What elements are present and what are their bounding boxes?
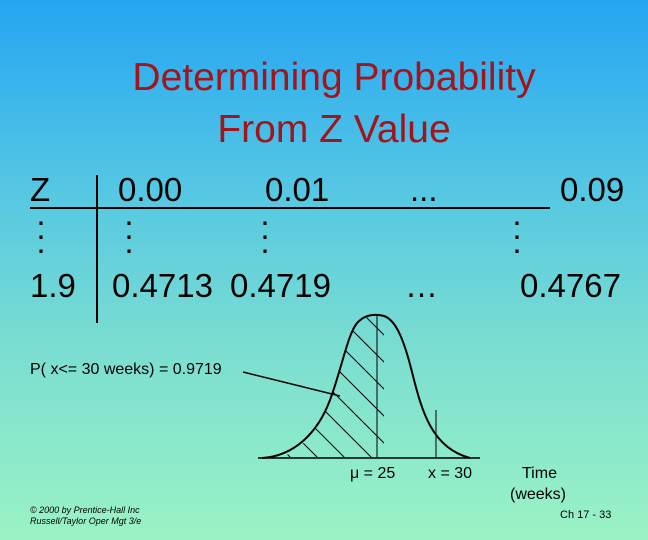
table-column-rule	[96, 175, 98, 323]
table-header-rule	[30, 207, 550, 209]
probability-pointer	[242, 371, 341, 397]
footer-page-number: Ch 17 - 33	[560, 509, 612, 521]
slide-title-line-2: From Z Value	[217, 108, 451, 151]
probability-annotation: P( x<= 30 weeks) = 0.9719	[30, 361, 222, 378]
table-header-0-01: 0.01	[265, 171, 330, 208]
table-vdots-0-00: ⋅ ⋅ ⋅	[124, 208, 134, 269]
axis-label-line-1: Time	[522, 465, 557, 482]
footer-credit: © 2000 by Prentice-Hall Inc Russell/Tayl…	[30, 505, 141, 527]
mean-label: μ = 25	[350, 465, 396, 482]
shaded-area-hatching	[280, 316, 384, 457]
table-header-z: Z	[30, 171, 51, 208]
footer-credit-line-2: Russell/Taylor Oper Mgt 3/e	[30, 516, 142, 526]
table-header-0-00: 0.00	[118, 171, 183, 208]
table-header-0-09: 0.09	[560, 171, 625, 208]
table-cell-ellipsis: …	[405, 267, 438, 304]
footer-credit-line-1: © 2000 by Prentice-Hall Inc	[30, 505, 140, 515]
normal-curve	[261, 313, 471, 459]
table-cell-0-00: 0.4713	[112, 267, 213, 304]
table-row-z: 1.9	[30, 267, 76, 304]
slide-title-line-1: Determining Probability	[132, 56, 536, 99]
axis-label-line-2: (weeks)	[510, 486, 567, 503]
table-header-ellipsis: ...	[410, 171, 438, 208]
table-cell-0-01: 0.4719	[230, 267, 331, 304]
x-value-label: x = 30	[428, 465, 473, 482]
table-vdots-0-09: ⋅ ⋅ ⋅	[512, 208, 522, 269]
table-vdots-0-01: ⋅ ⋅ ⋅	[260, 208, 270, 269]
table-vdots-z: ⋅ ⋅ ⋅	[36, 208, 46, 269]
table-cell-0-09: 0.4767	[520, 267, 621, 304]
